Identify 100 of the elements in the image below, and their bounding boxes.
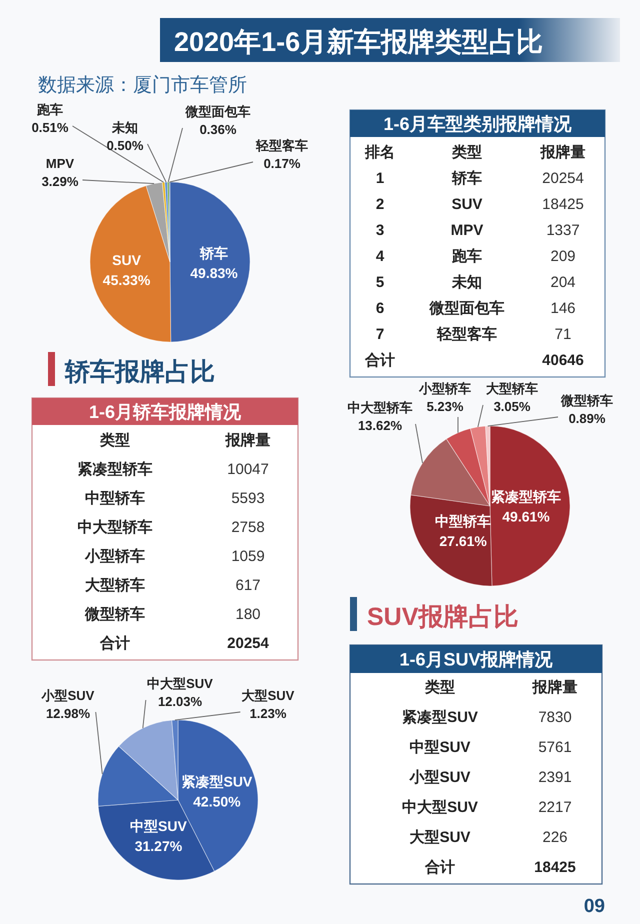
text: 报牌量 <box>540 144 586 161</box>
data-label: 180 <box>235 606 261 623</box>
text: 18425 <box>534 859 576 876</box>
text: 轿车报牌占比 <box>64 358 215 386</box>
data-label: 27.61% <box>439 532 488 549</box>
data-label: 5 <box>376 274 384 291</box>
slice-label: 中型SUV <box>130 818 188 834</box>
category-label: 轻型客车 <box>436 325 497 343</box>
data-label: 0.89% <box>568 411 606 426</box>
text: 1-6月轿车报牌情况 <box>88 402 242 422</box>
data-label: 1.23% <box>250 706 287 721</box>
text: SUV报牌占比 <box>367 603 518 631</box>
category-label: 跑车 <box>451 247 482 265</box>
data-label: 42.50% <box>193 794 242 810</box>
text: 报牌量 <box>532 679 578 696</box>
data-label: 1337 <box>546 222 580 239</box>
data-label: 49.83% <box>190 264 238 281</box>
data-label: 1 <box>376 170 384 187</box>
text: 合计 <box>99 635 130 652</box>
data-label: 45.33% <box>102 272 151 288</box>
data-label: 10047 <box>227 461 269 478</box>
data-label: 0.17% <box>264 156 301 171</box>
text: 类型 <box>99 432 130 449</box>
category-label: 轿车 <box>451 169 482 187</box>
data-label: 18425 <box>542 196 584 213</box>
slice-label: 轿车 <box>199 244 228 261</box>
data-label: 6 <box>376 300 384 317</box>
category-label: SUV <box>452 196 482 213</box>
category-label: 紧凑型轿车 <box>78 460 152 478</box>
data-label: 2758 <box>231 519 265 536</box>
chart-title: 2020年1-6月新车报牌类型占比 <box>174 27 544 57</box>
data-label: 146 <box>550 300 576 317</box>
data-label: 13.62% <box>358 418 402 433</box>
text: 1-6月SUV报牌情况 <box>399 650 554 670</box>
data-label: 5761 <box>538 739 572 756</box>
category-label: 中大型轿车 <box>78 518 152 536</box>
slice-label: 微型轿车 <box>560 393 613 408</box>
slice-label: 紧凑型轿车 <box>490 488 561 505</box>
slice-label: MPV <box>46 156 74 171</box>
data-label: 12.98% <box>46 706 90 721</box>
data-label: 3.05% <box>494 399 531 414</box>
data-label: 3.29% <box>42 174 79 189</box>
category-label: 中大型SUV <box>402 799 478 816</box>
slice-label: 中大型SUV <box>147 676 214 691</box>
series-label: 排名 <box>364 144 395 161</box>
data-label: 20254 <box>542 170 584 187</box>
data-label: 7 <box>376 326 384 343</box>
data-label: 12.03% <box>158 694 202 709</box>
data-label: 226 <box>542 829 568 846</box>
category-label: 中型SUV <box>410 739 470 756</box>
text: 20254 <box>227 635 269 652</box>
category-label: 紧凑型SUV <box>402 709 478 726</box>
data-label: 2217 <box>538 799 572 816</box>
text: 类型 <box>424 679 455 696</box>
slice-label: 未知 <box>111 120 138 135</box>
text: 1-6月车型类别报牌情况 <box>383 114 573 134</box>
slice-label: 轻型客车 <box>255 138 308 153</box>
slice-label: 微型面包车 <box>184 104 250 119</box>
text: 合计 <box>364 352 395 369</box>
data-label: 2 <box>376 196 384 213</box>
slice-label: SUV <box>112 252 142 268</box>
slice-label: 小型轿车 <box>418 381 471 396</box>
data-label: 49.61% <box>502 508 550 525</box>
data-label: 4 <box>376 248 385 265</box>
data-label: 209 <box>550 248 576 265</box>
slice-label: 紧凑型SUV <box>181 774 253 790</box>
category-label: 中型轿车 <box>85 489 145 507</box>
data-label: 3 <box>376 222 384 239</box>
category-label: 大型轿车 <box>85 576 145 594</box>
category-label: 小型轿车 <box>84 547 145 565</box>
slice-label: 中大型轿车 <box>348 400 412 415</box>
data-label: 31.27% <box>134 838 183 854</box>
category-label: 微型面包车 <box>428 299 504 317</box>
category-label: 大型SUV <box>410 829 470 846</box>
data-label: 0.51% <box>32 120 69 135</box>
data-label: 71 <box>554 326 572 343</box>
text: 40646 <box>542 352 584 369</box>
slice-label: 中型轿车 <box>435 512 492 529</box>
data-label: 5.23% <box>426 399 464 414</box>
data-label: 2391 <box>538 769 572 786</box>
data-label: 617 <box>235 577 261 594</box>
text: 09 <box>584 896 605 917</box>
category-label: 微型轿车 <box>84 605 145 623</box>
slice-label: 大型SUV <box>242 688 295 703</box>
data-label: 204 <box>550 274 576 291</box>
chart-subtitle: 数据来源：厦门市车管所 <box>38 74 247 96</box>
category-label: 未知 <box>451 274 482 291</box>
category-label: MPV <box>450 222 484 239</box>
slice-label: 大型轿车 <box>486 381 538 396</box>
slice-label: 跑车 <box>36 102 63 117</box>
text: 类型 <box>451 144 482 161</box>
data-label: 7830 <box>538 709 572 726</box>
text: 合计 <box>424 859 455 876</box>
data-label: 0.36% <box>200 122 237 137</box>
text: 报牌量 <box>224 432 270 449</box>
slice-label: 小型SUV <box>40 688 95 703</box>
data-label: 1059 <box>231 548 265 565</box>
category-label: 小型SUV <box>408 769 470 786</box>
data-label: 0.50% <box>106 138 144 153</box>
data-label: 5593 <box>231 490 265 507</box>
